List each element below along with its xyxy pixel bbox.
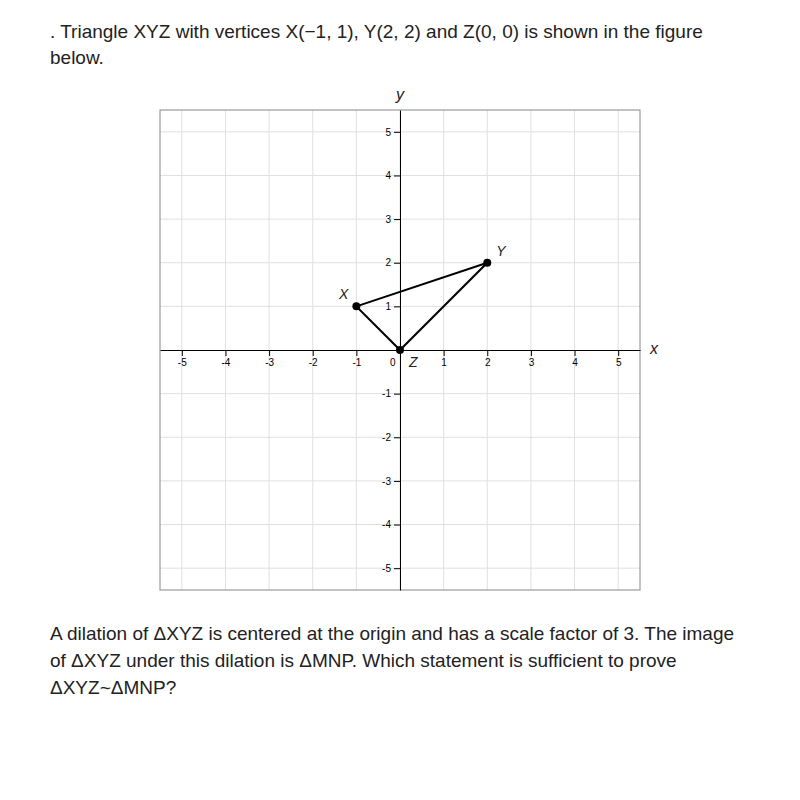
x-tick-mark — [182, 350, 183, 356]
y-tick: 1 — [385, 301, 400, 312]
x-tick-label: -1 — [352, 357, 361, 368]
y-tick: -4 — [382, 519, 400, 530]
y-tick-label: -2 — [382, 432, 391, 443]
y-tick-label: 1 — [385, 301, 391, 312]
plot: -5 -4 -3 -2 -1 0 1 2 3 4 5 -5 -4 -3 -2 -1 1 2 3 4 5 x y X Y Z — [160, 86, 659, 591]
x-tick-mark — [618, 350, 619, 356]
x-tick: 3 — [529, 350, 535, 368]
annotation: A dilation of ΔXYZ is centered at the or… — [50, 623, 734, 698]
x-tick-mark — [531, 350, 532, 356]
x-tick-label: 3 — [529, 357, 535, 368]
y-tick-mark — [394, 394, 400, 395]
y-tick: 2 — [385, 257, 400, 268]
x-tick: -2 — [309, 350, 318, 368]
y-tick-mark — [394, 525, 400, 526]
x-tick-mark — [487, 350, 488, 356]
text-line: . Triangle XYZ with vertices X(−1, 1), Y… — [50, 21, 703, 42]
grid — [160, 110, 640, 590]
x-tick-label: -2 — [309, 357, 318, 368]
y-tick-mark — [394, 568, 400, 569]
x-tick-mark — [356, 350, 357, 356]
x-tick-mark — [575, 350, 576, 356]
x-tick-mark — [313, 350, 314, 356]
y-tick: 5 — [385, 127, 400, 138]
y-tick-label: -5 — [382, 563, 391, 574]
y-tick: -1 — [382, 388, 400, 399]
x-tick: -1 — [352, 350, 361, 368]
y-tick-mark — [394, 306, 400, 307]
x-tick-label: 5 — [616, 357, 622, 368]
vertex-point — [352, 302, 360, 310]
plot-frame — [160, 110, 640, 590]
x-tick-label: 2 — [485, 357, 491, 368]
y-tick-mark — [394, 481, 400, 482]
x-tick: 5 — [616, 350, 622, 368]
x-tick: 4 — [572, 350, 578, 368]
y-tick-label: 5 — [385, 127, 391, 138]
y-tick: 3 — [385, 214, 400, 225]
vertex-point — [483, 259, 491, 267]
y-tick-label: 2 — [385, 257, 391, 268]
text-line: ΔXYZ~ΔMNP? — [50, 677, 176, 698]
vertex-point — [396, 346, 404, 354]
y-tick-mark — [394, 132, 400, 133]
x-tick-label: -4 — [222, 357, 231, 368]
x-tick-label: 4 — [572, 357, 578, 368]
x-tick-label: -5 — [178, 357, 187, 368]
x-tick-mark — [444, 350, 445, 356]
y-tick-label: 4 — [385, 170, 391, 181]
x-tick-mark — [269, 350, 270, 356]
text-line: below. — [50, 47, 104, 68]
y-tick: 4 — [385, 170, 400, 181]
point-label: Y — [496, 243, 507, 259]
y-tick: -5 — [382, 563, 400, 574]
text-line: of ΔXYZ under this dilation is ΔMNP. Whi… — [50, 650, 677, 671]
y-tick-mark — [394, 175, 400, 176]
y-tick-label: 3 — [385, 214, 391, 225]
y-tick-label: -4 — [382, 519, 391, 530]
y-tick-mark — [394, 219, 400, 220]
title: . Triangle XYZ with vertices X(−1, 1), Y… — [50, 21, 703, 68]
x-tick-label: 0 — [390, 357, 396, 368]
x-axis-title: x — [649, 340, 659, 357]
point-label: Z — [408, 354, 418, 370]
text-line: A dilation of ΔXYZ is centered at the or… — [50, 623, 734, 644]
chart: . Triangle XYZ with vertices X(−1, 1), Y… — [0, 0, 800, 800]
y-tick-label: -3 — [382, 476, 391, 487]
y-tick: -3 — [382, 476, 400, 487]
y-axis-title: y — [395, 86, 405, 103]
x-tick-label: -3 — [265, 357, 274, 368]
x-tick-label: 1 — [441, 357, 447, 368]
y-tick-mark — [394, 263, 400, 264]
y-tick: -2 — [382, 432, 400, 443]
x-tick: 2 — [485, 350, 491, 368]
y-tick-mark — [394, 437, 400, 438]
point-label: X — [338, 286, 349, 302]
marks — [352, 259, 491, 354]
x-tick-mark — [225, 350, 226, 356]
x-tick: -3 — [265, 350, 274, 368]
y-tick-label: -1 — [382, 388, 391, 399]
x-tick: 1 — [441, 350, 447, 368]
x-tick: -5 — [178, 350, 187, 368]
triangle — [356, 263, 487, 350]
x-tick: -4 — [222, 350, 231, 368]
